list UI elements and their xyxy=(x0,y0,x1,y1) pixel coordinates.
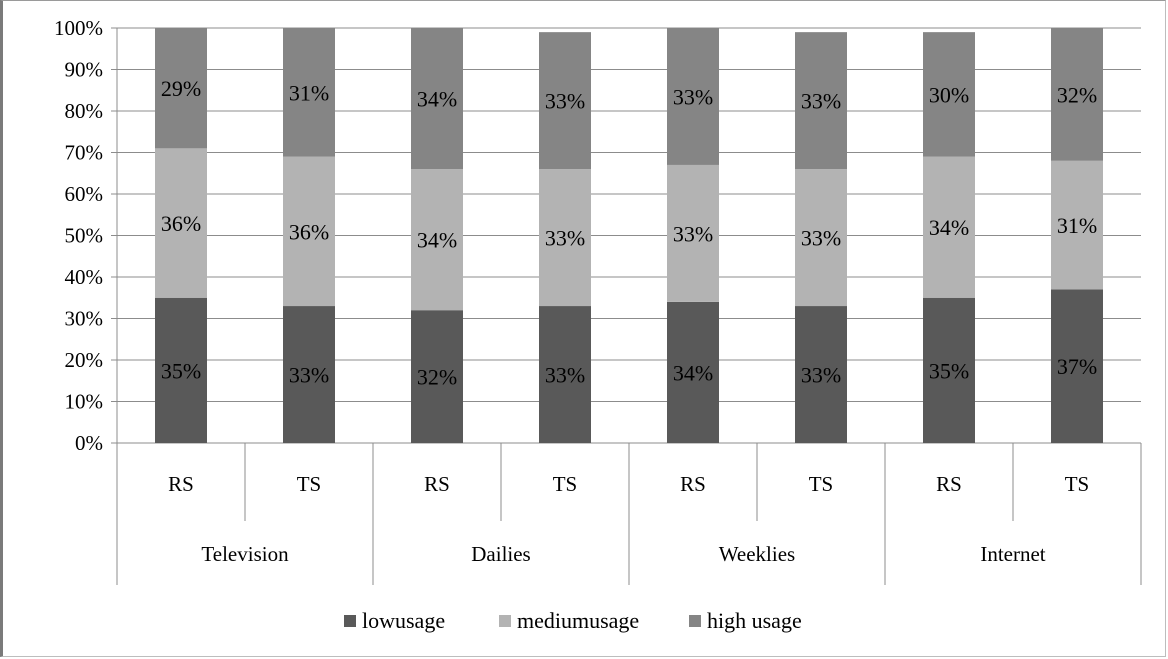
bar-segment-low-usage xyxy=(923,297,975,443)
y-tick-label: 80% xyxy=(65,99,104,123)
gridlines xyxy=(117,27,1141,444)
legend-label: high usage xyxy=(707,608,802,633)
data-label: 36% xyxy=(161,211,201,236)
legend-swatch xyxy=(499,615,511,627)
data-labels: 35% 36% 29% 33% 36% 31% 32% 34% 34% 33% 33% 33% 34% 3… xyxy=(161,76,1097,389)
data-label: 34% xyxy=(417,228,457,253)
data-label: 33% xyxy=(545,226,585,251)
bar-segment-medium-usage xyxy=(155,148,207,298)
y-tick-label: 60% xyxy=(65,182,104,206)
x-group-label: Weeklies xyxy=(719,542,795,566)
data-label: 36% xyxy=(289,219,329,244)
data-label: 33% xyxy=(801,226,841,251)
data-label: 32% xyxy=(417,365,457,390)
axes: 0% 10% 20% 30% 40% 50% 60% 70% 80% 90% 100% RS TS RS T… xyxy=(54,16,1142,585)
bar-segment-medium-usage xyxy=(667,164,719,302)
data-label: 34% xyxy=(929,215,969,240)
y-tick-label: 10% xyxy=(65,390,104,414)
legend: lowusage mediumusage high usage xyxy=(344,608,802,633)
bar-segment-medium-usage xyxy=(1051,160,1103,290)
bar-segment-medium-usage xyxy=(539,169,591,307)
x-tick-label: RS xyxy=(168,472,194,496)
x-group-label: Dailies xyxy=(471,542,530,566)
data-label: 31% xyxy=(1057,213,1097,238)
bar-segment-medium-usage xyxy=(923,156,975,298)
bar-segment-high-usage xyxy=(155,28,207,149)
bar-segment-low-usage xyxy=(1051,289,1103,443)
data-label: 37% xyxy=(1057,354,1097,379)
data-label: 33% xyxy=(289,363,329,388)
y-tick-label: 90% xyxy=(65,58,104,82)
x-tick-label: TS xyxy=(809,472,834,496)
bar-segment-high-usage xyxy=(1051,28,1103,161)
bar-segment-high-usage xyxy=(667,28,719,165)
x-tick-label: TS xyxy=(553,472,578,496)
x-tick-label: RS xyxy=(936,472,962,496)
bar-segment-low-usage xyxy=(667,301,719,443)
bar-segment-low-usage xyxy=(155,297,207,443)
data-label: 33% xyxy=(673,221,713,246)
bar-segment-low-usage xyxy=(283,306,335,443)
bar-segment-low-usage xyxy=(539,306,591,443)
x-group-label: Internet xyxy=(980,542,1045,566)
data-label: 34% xyxy=(417,87,457,112)
bar-segment-high-usage xyxy=(539,32,591,170)
x-tick-label: TS xyxy=(1065,472,1090,496)
bar-segment-high-usage xyxy=(411,28,463,170)
legend-label: mediumusage xyxy=(517,608,639,633)
y-tick-label: 30% xyxy=(65,307,104,331)
data-label: 33% xyxy=(801,363,841,388)
y-tick-label: 0% xyxy=(75,431,103,455)
data-label: 30% xyxy=(929,82,969,107)
data-label: 33% xyxy=(673,84,713,109)
bar-segment-high-usage xyxy=(283,28,335,157)
bar-segment-high-usage xyxy=(795,32,847,170)
bar-segment-medium-usage xyxy=(795,169,847,307)
x-tick-label: RS xyxy=(424,472,450,496)
bar-segment-high-usage xyxy=(923,32,975,157)
bar-segment-medium-usage xyxy=(411,169,463,311)
bar-segment-low-usage xyxy=(411,310,463,443)
x-tick-label: TS xyxy=(297,472,322,496)
legend-swatch xyxy=(344,615,356,627)
x-tick-label: RS xyxy=(680,472,706,496)
data-label: 29% xyxy=(161,76,201,101)
legend-label: lowusage xyxy=(362,608,445,633)
y-tick-label: 20% xyxy=(65,348,104,372)
bars xyxy=(155,28,1103,443)
data-label: 35% xyxy=(929,358,969,383)
x-group-label: Television xyxy=(201,542,289,566)
y-tick-label: 70% xyxy=(65,141,104,165)
data-label: 33% xyxy=(545,89,585,114)
data-label: 33% xyxy=(545,363,585,388)
data-label: 32% xyxy=(1057,82,1097,107)
bar-segment-medium-usage xyxy=(283,156,335,307)
y-tick-label: 100% xyxy=(54,16,103,40)
data-label: 33% xyxy=(801,89,841,114)
data-label: 34% xyxy=(673,360,713,385)
bar-segment-low-usage xyxy=(795,306,847,443)
y-tick-label: 40% xyxy=(65,265,104,289)
legend-swatch xyxy=(689,615,701,627)
data-label: 31% xyxy=(289,80,329,105)
data-label: 35% xyxy=(161,358,201,383)
y-tick-label: 50% xyxy=(65,224,104,248)
